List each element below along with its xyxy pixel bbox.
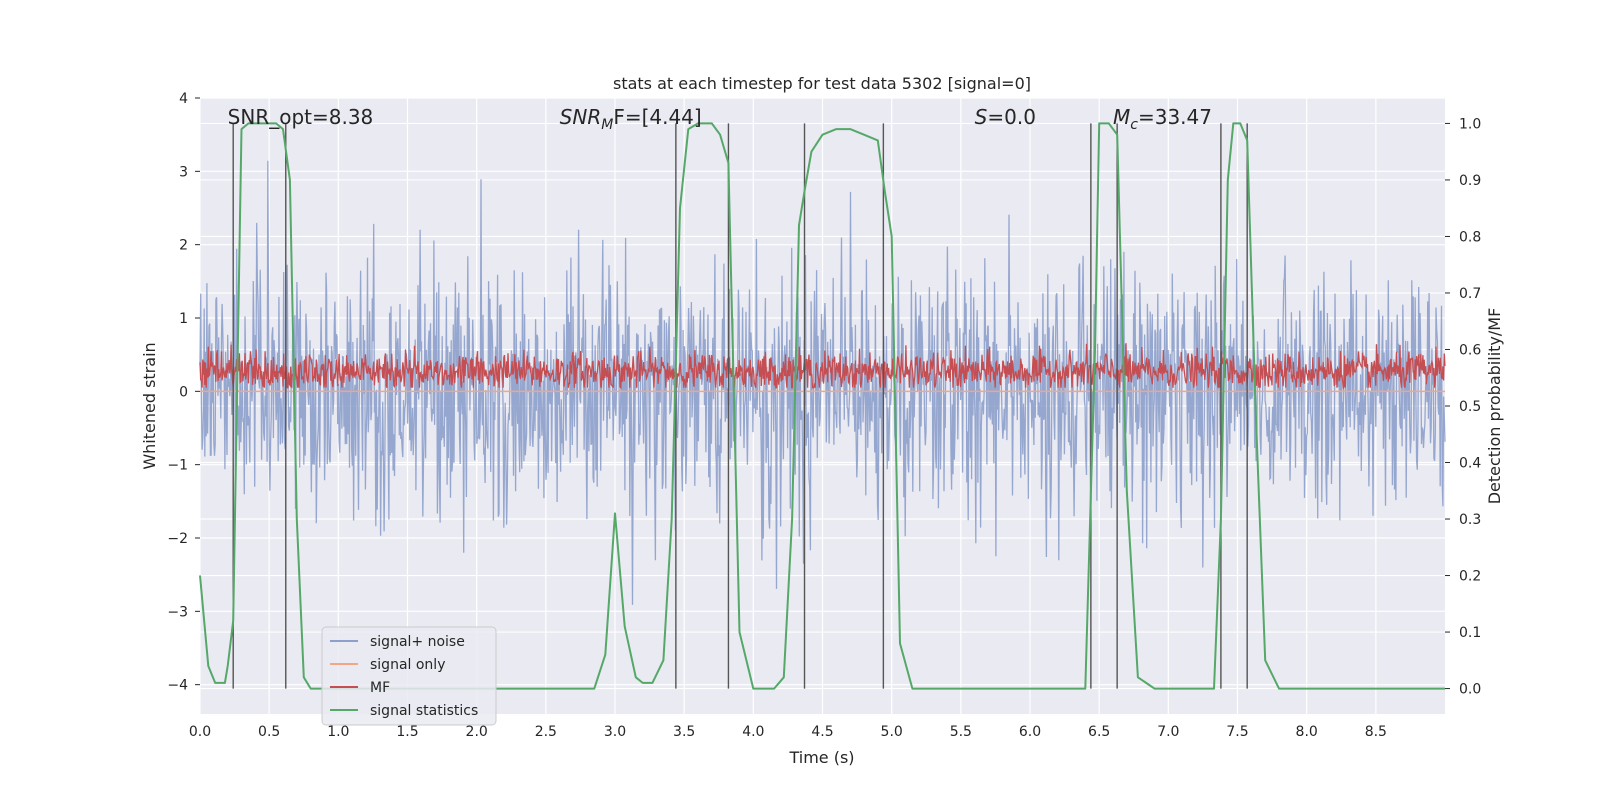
y-right-tick-label: 0.0 [1459,682,1481,698]
signal-statistics-series [199,122,1445,690]
x-tick-label: 5.0 [881,724,903,740]
y-right-tick-label: 0.6 [1459,342,1481,358]
y-right-tick-label: 0.3 [1459,512,1481,528]
y-tick-label: 3 [179,164,188,180]
annotation-text: S=0.0 [975,105,1036,129]
legend-label: signal+ noise [370,634,465,650]
x-tick-label: 0.0 [189,724,211,740]
y-tick-label: 1 [179,311,188,327]
noise-line [199,160,1446,605]
annotation-text: SNRMF=[4.44] [560,105,702,133]
x-tick-label: 7.0 [1157,724,1179,740]
legend: signal+ noise signal only MF signal statist… [321,626,497,726]
y-right-tick-label: 0.2 [1459,569,1481,585]
x-tick-label: 3.5 [673,724,695,740]
noise-series [199,160,1446,605]
y-right-tick-label: 0.7 [1459,286,1481,302]
x-tick-label: 0.5 [258,724,280,740]
grid [199,97,1445,714]
y-tick-label: −4 [167,678,188,694]
y-tick-label: −1 [167,458,188,474]
y-tick-label: 0 [179,384,188,400]
x-tick-label: 4.5 [811,724,833,740]
x-tick-label: 6.0 [1019,724,1041,740]
x-tick-label: 2.5 [535,724,557,740]
y-right-tick-label: 0.9 [1459,173,1481,189]
y-tick-label: −3 [167,604,188,620]
x-tick-label: 7.5 [1226,724,1248,740]
annotations: SNR_opt=8.38 SNRMF=[4.44] S=0.0 Mc=33.47 [228,105,1212,133]
annotation-text: Mc=33.47 [1113,105,1212,133]
x-tick-label: 1.5 [396,724,418,740]
y-tick-label: −2 [167,531,188,547]
signal-statistics-line [199,122,1445,690]
y-right-tick-label: 0.4 [1459,456,1481,472]
x-axis-label: Time (s) [788,748,854,767]
legend-label: signal only [370,657,445,673]
x-tick-label: 5.5 [950,724,972,740]
y-right-tick-label: 0.8 [1459,229,1481,245]
x-tick-label: 1.0 [327,724,349,740]
x-tick-label: 8.5 [1365,724,1387,740]
legend-label: MF [370,680,390,696]
x-tick-label: 6.5 [1088,724,1110,740]
annotation-text: SNR_opt=8.38 [228,105,374,129]
y-right-tick-label: 1.0 [1459,116,1481,132]
chart-title: stats at each timestep for test data 530… [613,74,1031,93]
y-tick-label: 2 [179,238,188,254]
mf-line [199,343,1446,391]
ticks: 0.0 0.5 1.0 1.5 2.0 2.5 3.0 3.5 4.0 4.5 5.0 5.5 6.0 6… [167,91,1481,740]
y-right-tick-label: 0.1 [1459,625,1481,641]
y-axis-right-label: Detection probability/MF [1485,308,1504,505]
x-tick-label: 8.0 [1296,724,1318,740]
y-axis-label: Whitened strain [140,342,159,469]
y-tick-label: 4 [179,91,188,107]
x-tick-label: 4.0 [742,724,764,740]
legend-label: signal statistics [370,703,478,719]
y-right-tick-label: 0.5 [1459,399,1481,415]
x-tick-label: 2.0 [466,724,488,740]
mf-series [199,343,1446,391]
legend-box [321,626,497,726]
x-tick-label: 3.0 [604,724,626,740]
